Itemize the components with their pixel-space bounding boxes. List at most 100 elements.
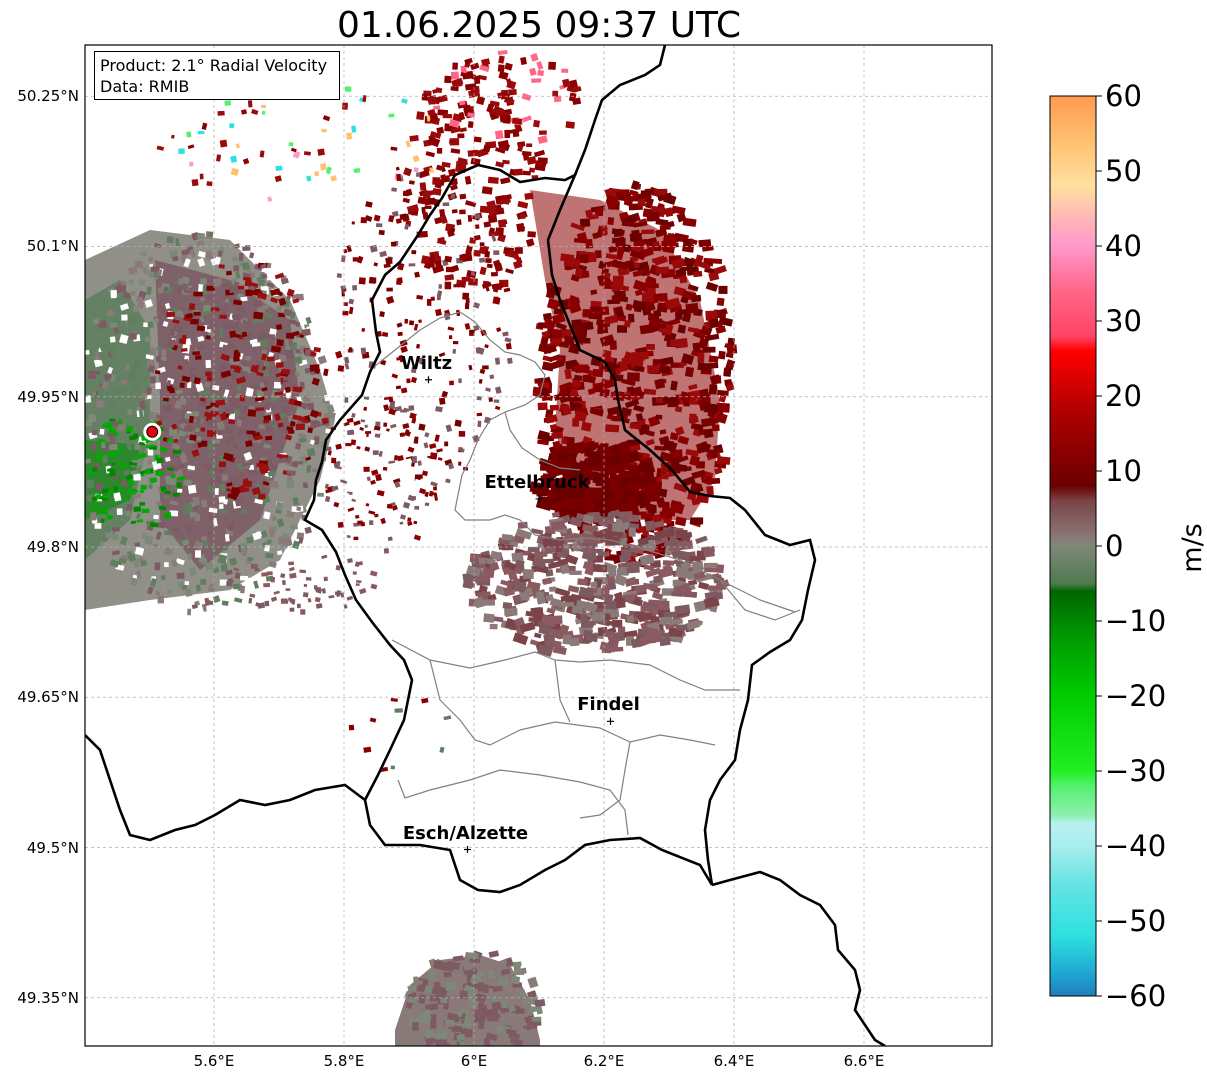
radar-echo-pixel: [109, 322, 118, 328]
radar-echo-pixel: [233, 356, 240, 362]
radar-echo-pixel: [201, 535, 208, 542]
radar-echo-pixel: [258, 493, 266, 500]
radar-echo-pixel: [222, 322, 232, 330]
radar-echo-pixel: [313, 436, 320, 445]
radar-echo-pixel: [306, 447, 316, 457]
radar-echo-pixel: [213, 277, 223, 288]
radar-echo-pixel: [121, 506, 127, 512]
radar-echo-pixel: [276, 453, 286, 459]
radar-echo-pixel: [164, 530, 172, 536]
colorbar-tick-label: −30: [1105, 754, 1167, 788]
radar-echo-pixel: [141, 266, 149, 275]
radar-echo-pixel: [204, 250, 214, 261]
radar-echo-pixel: [225, 435, 235, 445]
radar-echo-pixel: [172, 256, 179, 262]
radar-echo-pixel: [160, 306, 166, 315]
radar-echo-pixel: [266, 282, 275, 289]
radar-echo-pixel: [145, 354, 154, 360]
radar-echo-pixel: [206, 484, 216, 494]
radar-echo-pixel: [306, 464, 312, 473]
radar-echo-pixel: [263, 414, 272, 422]
radar-echo-pixel: [139, 556, 144, 562]
radar-echo-pixel: [290, 383, 296, 388]
radar-echo-pixel: [169, 249, 178, 258]
radar-echo-pixel: [220, 564, 228, 572]
radar-echo-pixel: [128, 332, 138, 340]
radar-echo-pixel: [285, 481, 295, 490]
radar-echo-pixel: [110, 289, 118, 299]
radar-echo-pixel: [176, 572, 185, 579]
radar-echo-pixel: [147, 459, 153, 465]
radar-echo-pixel: [181, 334, 187, 340]
radar-echo-pixel: [202, 462, 212, 471]
radar-echo-pixel: [175, 238, 180, 247]
radar-echo-pixel: [234, 572, 241, 579]
radar-echo-pixel: [203, 381, 211, 389]
radar-echo-pixel: [301, 328, 311, 337]
radar-echo-pixel: [261, 304, 270, 310]
radar-echo-pixel: [218, 503, 224, 510]
radar-echo-pixel: [286, 426, 294, 431]
radar-echo-pixel: [114, 388, 122, 394]
radar-echo-pixel: [144, 336, 152, 343]
radar-echo-pixel: [293, 356, 300, 364]
radar-echo-pixel: [195, 428, 200, 433]
radar-echo-pixel: [182, 539, 190, 546]
radar-echo-pixel: [233, 299, 243, 306]
radar-echo-pixel: [271, 515, 277, 521]
radar-echo-pixel: [164, 562, 169, 568]
radar-echo-pixel: [217, 554, 228, 565]
radar-echo-pixel: [178, 338, 187, 345]
radar-echo-pixel: [95, 399, 106, 409]
radar-echo-pixel: [245, 440, 253, 447]
radar-echo-pixel: [245, 387, 254, 397]
radar-echo-pixel: [311, 420, 322, 429]
radar-echo-pixel: [207, 512, 214, 521]
radar-echo-pixel: [115, 296, 124, 304]
radar-echo-pixel: [321, 417, 329, 425]
radar-echo-pixel: [242, 319, 251, 326]
radar-echo-pixel: [214, 487, 219, 496]
radar-echo-pixel: [217, 429, 224, 436]
radar-echo-pixel: [317, 355, 327, 365]
radar-echo-pixel: [305, 456, 312, 462]
radar-echo-pixel: [263, 402, 272, 411]
radar-echo-pixel: [254, 396, 265, 402]
radar-echo-pixel: [226, 487, 232, 493]
radar-echo-pixel: [285, 345, 292, 351]
radar-echo-pixel: [302, 482, 309, 489]
radar-echo-pixel: [172, 438, 179, 443]
radar-echo-pixel: [291, 342, 297, 351]
radar-echo-pixel: [166, 589, 172, 595]
radar-echo-pixel: [168, 427, 178, 436]
radar-echo-pixel: [150, 376, 156, 384]
radar-echo-pixel: [190, 502, 196, 507]
radar-echo-pixel: [183, 424, 194, 433]
radar-echo-pixel: [220, 353, 231, 362]
radar-echo-pixel: [85, 395, 92, 404]
radar-echo-pixel: [173, 526, 179, 532]
radar-echo-pixel: [227, 493, 238, 501]
colorbar-tick-label: 40: [1105, 229, 1142, 263]
radar-echo-pixel: [323, 394, 330, 402]
radar-echo-pixel: [207, 453, 213, 458]
radar-echo-pixel: [119, 536, 128, 546]
radar-echo-pixel: [258, 278, 266, 286]
radar-echo-pixel: [152, 543, 159, 548]
radar-echo-pixel: [263, 420, 269, 424]
radar-echo-pixel: [156, 345, 163, 352]
radar-echo-pixel: [92, 318, 100, 325]
radar-echo-pixel: [181, 276, 191, 285]
radar-echo-pixel: [157, 521, 166, 529]
radar-echo-pixel: [196, 325, 206, 332]
radar-echo-pixel: [154, 562, 161, 571]
radar-echo-pixel: [285, 349, 292, 356]
radar-echo-pixel: [165, 547, 170, 555]
radar-echo-pixel: [234, 498, 243, 507]
radar-echo-pixel: [177, 365, 183, 370]
radar-echo-pixel: [196, 232, 205, 240]
radar-echo-pixel: [302, 402, 308, 410]
radar-echo-pixel: [178, 278, 183, 285]
radar-echo-pixel: [109, 402, 117, 411]
radar-echo-pixel: [144, 299, 154, 308]
